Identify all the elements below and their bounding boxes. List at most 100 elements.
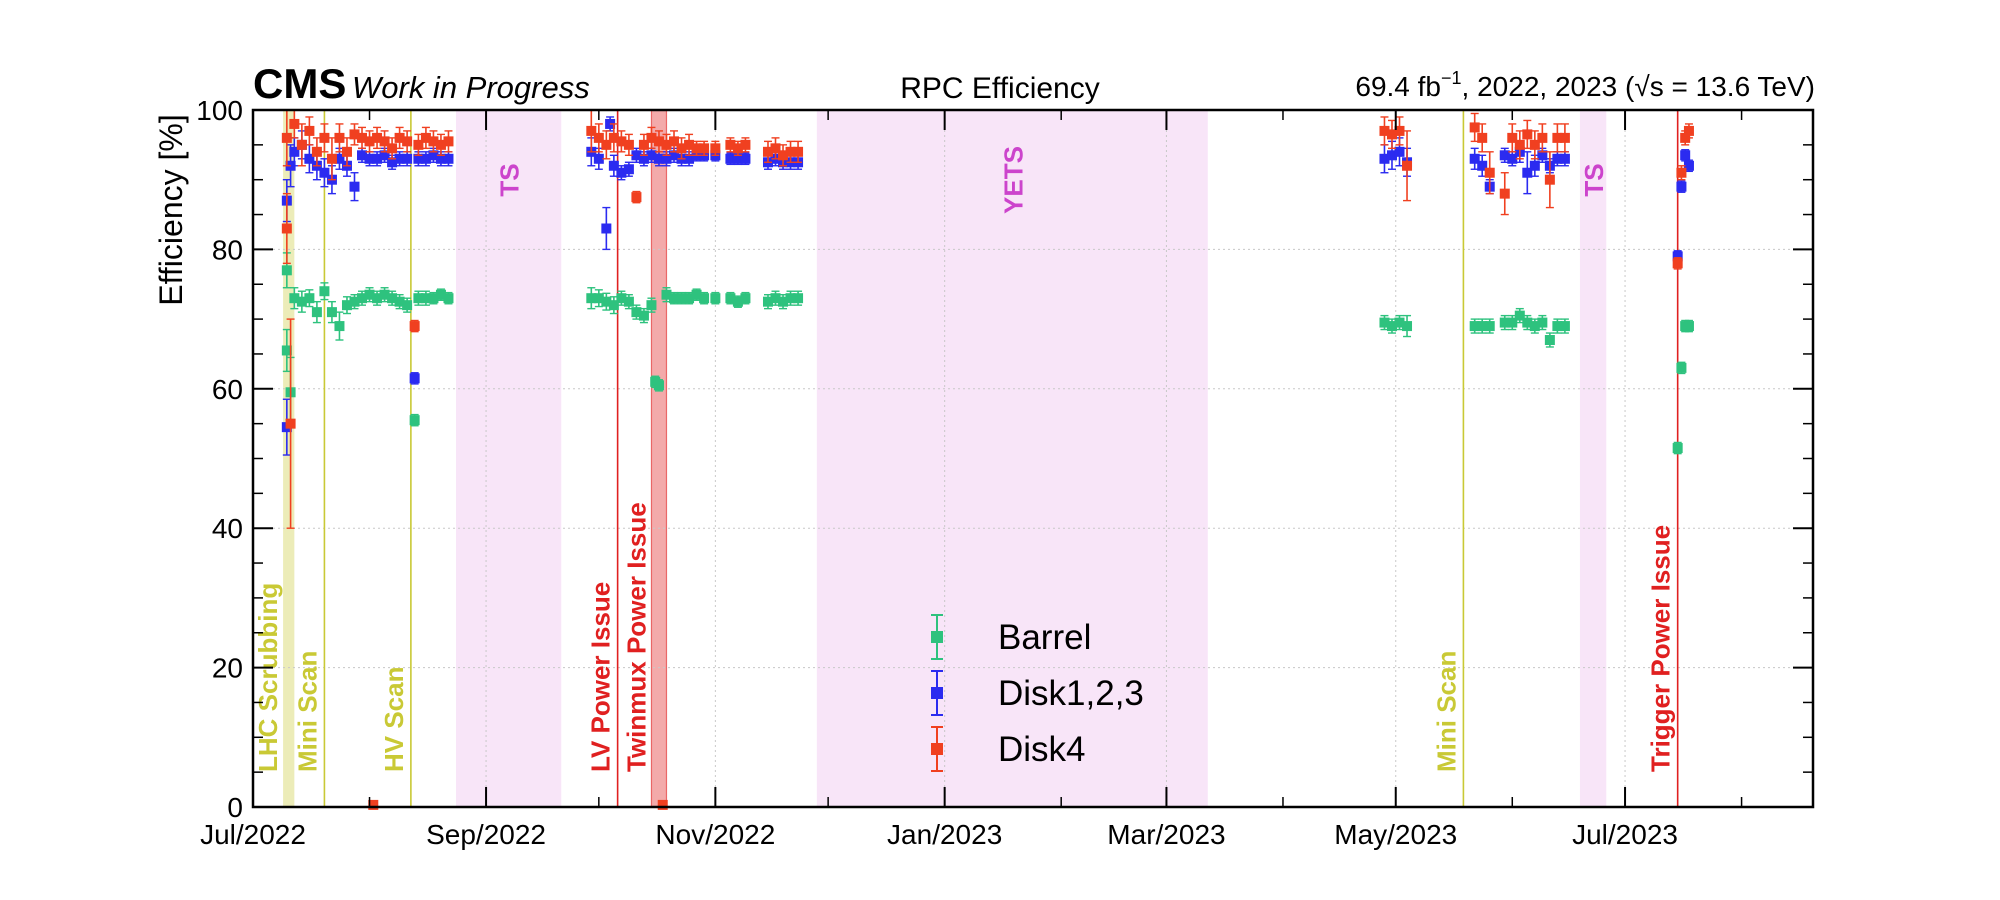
- data-point: [1477, 321, 1488, 332]
- data-point: [1552, 153, 1563, 164]
- data-point: [311, 146, 322, 157]
- data-point: [762, 296, 773, 307]
- shaded-periods: [283, 110, 1607, 807]
- data-point: [1469, 153, 1480, 164]
- data-point: [623, 139, 634, 150]
- data-point: [387, 143, 398, 154]
- data-point: [1676, 362, 1687, 373]
- data-point: [699, 293, 710, 304]
- data-point: [1552, 321, 1563, 332]
- data-point: [1559, 321, 1570, 332]
- x-tick-label: Nov/2022: [655, 819, 775, 850]
- data-point: [1379, 153, 1390, 164]
- data-point: [402, 300, 413, 311]
- data-point: [420, 293, 431, 304]
- data-point: [1499, 150, 1510, 161]
- data-point: [394, 153, 405, 164]
- data-point: [653, 380, 664, 391]
- period-label: Mini Scan: [292, 651, 322, 772]
- data-point: [1672, 251, 1683, 262]
- data-points: [281, 109, 1694, 810]
- data-point: [616, 293, 627, 304]
- data-point: [740, 139, 751, 150]
- data-point: [593, 132, 604, 143]
- data-point: [334, 153, 345, 164]
- data-point: [793, 146, 804, 157]
- data-point: [341, 146, 352, 157]
- data-point: [1477, 160, 1488, 171]
- legend-marker: [931, 631, 943, 643]
- data-point: [1544, 335, 1555, 346]
- data-point: [1672, 443, 1683, 454]
- period-label: YETS: [998, 146, 1028, 214]
- data-point: [740, 153, 751, 164]
- data-point: [608, 160, 619, 171]
- data-point: [326, 307, 337, 318]
- data-point: [676, 293, 687, 304]
- data-point: [699, 143, 710, 154]
- data-point: [1522, 317, 1533, 328]
- data-point: [1529, 160, 1540, 171]
- data-point: [281, 345, 292, 356]
- data-point: [364, 289, 375, 300]
- y-tick-label: 20: [212, 653, 243, 684]
- period-label: LV Power Issue: [586, 582, 616, 772]
- data-point: [413, 293, 424, 304]
- data-point: [593, 293, 604, 304]
- data-point: [435, 289, 446, 300]
- chart-title: RPC Efficiency: [900, 72, 1100, 105]
- data-point: [341, 300, 352, 311]
- data-point: [304, 125, 315, 136]
- data-point: [623, 164, 634, 175]
- data-point: [394, 296, 405, 307]
- data-point: [435, 153, 446, 164]
- data-point: [1529, 139, 1540, 150]
- y-tick-label: 60: [212, 374, 243, 405]
- period-band: [455, 110, 562, 807]
- data-point: [1402, 321, 1413, 332]
- data-point: [349, 296, 360, 307]
- data-point: [443, 153, 454, 164]
- data-point: [669, 293, 680, 304]
- x-tick-label: Jan/2023: [887, 819, 1002, 850]
- data-point: [710, 293, 721, 304]
- lumi-value: 69.4 fb: [1355, 71, 1441, 102]
- data-point: [413, 139, 424, 150]
- data-point: [281, 132, 292, 143]
- data-point: [691, 289, 702, 300]
- data-point: [304, 293, 315, 304]
- data-point: [1386, 321, 1397, 332]
- grid-lines: [252, 110, 1813, 807]
- period-label: Mini Scan: [1431, 651, 1461, 772]
- x-tick-label: Sep/2022: [426, 819, 546, 850]
- data-point: [409, 373, 420, 384]
- data-point: [1559, 153, 1570, 164]
- data-point: [296, 296, 307, 307]
- data-point: [402, 136, 413, 147]
- sqrt-symbol: √: [1634, 71, 1650, 102]
- legend-label: Disk1,2,3: [998, 674, 1144, 713]
- data-point: [364, 136, 375, 147]
- data-point: [593, 153, 604, 164]
- y-tick-label: 80: [212, 234, 243, 265]
- data-point: [586, 125, 597, 136]
- data-point: [661, 289, 672, 300]
- data-point: [623, 296, 634, 307]
- data-point: [319, 167, 330, 178]
- data-point: [357, 293, 368, 304]
- data-point: [770, 143, 781, 154]
- data-point: [379, 136, 390, 147]
- data-point: [616, 167, 627, 178]
- legend-label: Barrel: [998, 618, 1091, 657]
- data-point: [669, 136, 680, 147]
- data-point: [1499, 317, 1510, 328]
- period-band: [651, 110, 667, 807]
- data-point: [785, 293, 796, 304]
- data-point: [357, 150, 368, 161]
- sqrt-s: s: [1650, 71, 1664, 102]
- status-label: Work in Progress: [352, 70, 590, 105]
- data-point: [319, 132, 330, 143]
- data-point: [1379, 317, 1390, 328]
- data-point: [601, 139, 612, 150]
